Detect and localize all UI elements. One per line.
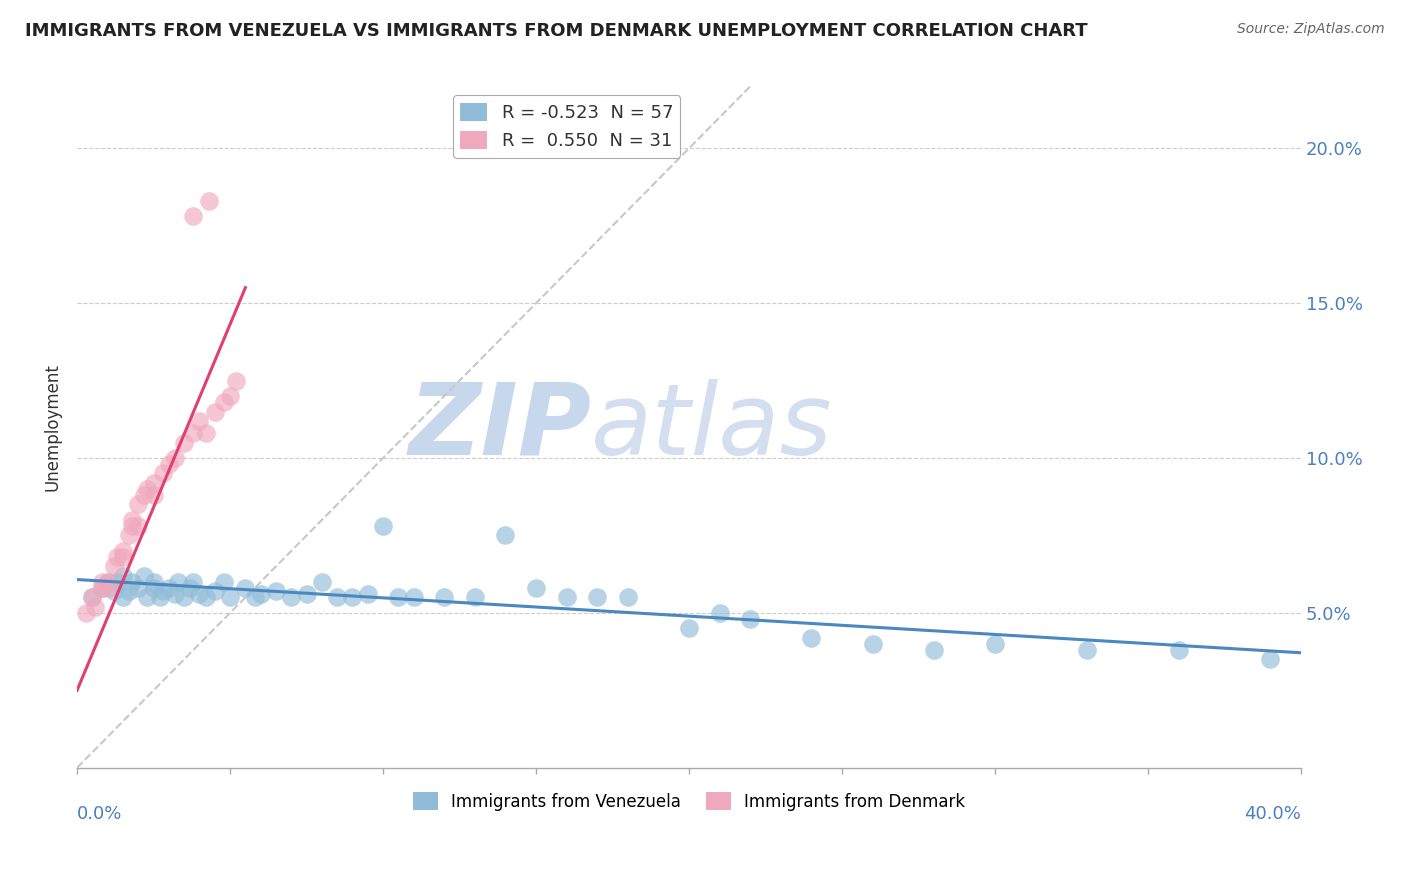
Point [243,591,266,605]
Point [617,591,640,605]
Point [183,426,205,441]
Point [249,587,271,601]
Point [152,467,174,481]
Point [1167,643,1189,657]
Point [197,194,219,208]
Point [524,581,547,595]
Point [212,574,235,589]
Point [173,591,195,605]
Point [295,587,318,601]
Point [387,591,409,605]
Point [586,591,609,605]
Point [495,528,517,542]
Point [678,621,700,635]
Point [357,587,380,601]
Point [235,581,257,595]
Point [1076,643,1098,657]
Point [167,574,190,589]
Point [280,591,302,605]
Point [152,584,174,599]
Text: Source: ZipAtlas.com: Source: ZipAtlas.com [1237,22,1385,37]
Point [163,450,186,465]
Text: ZIP: ZIP [408,378,591,475]
Point [149,591,172,605]
Point [111,550,134,565]
Point [204,584,226,599]
Point [127,581,149,595]
Point [134,488,156,502]
Point [90,581,112,595]
Point [111,544,134,558]
Point [105,574,128,589]
Point [111,568,134,582]
Point [311,574,333,589]
Point [142,581,165,595]
Point [90,581,112,595]
Point [219,591,242,605]
Point [464,591,486,605]
Point [82,591,104,605]
Point [142,574,165,589]
Point [163,587,186,601]
Point [555,591,578,605]
Point [103,559,125,574]
Point [127,519,149,533]
Point [121,574,143,589]
Point [183,574,205,589]
Point [740,612,762,626]
Legend: Immigrants from Venezuela, Immigrants from Denmark: Immigrants from Venezuela, Immigrants fr… [406,786,972,817]
Point [75,606,97,620]
Point [173,435,195,450]
Point [136,591,159,605]
Point [134,568,156,582]
Text: 40.0%: 40.0% [1244,805,1301,823]
Point [922,643,945,657]
Text: atlas: atlas [591,378,832,475]
Point [157,457,180,471]
Point [194,591,217,605]
Point [264,584,287,599]
Text: IMMIGRANTS FROM VENEZUELA VS IMMIGRANTS FROM DENMARK UNEMPLOYMENT CORRELATION CH: IMMIGRANTS FROM VENEZUELA VS IMMIGRANTS … [25,22,1088,40]
Point [219,389,242,403]
Y-axis label: Unemployment: Unemployment [44,363,60,491]
Point [121,513,143,527]
Point [225,374,247,388]
Point [136,482,159,496]
Point [709,606,731,620]
Point [118,528,141,542]
Point [984,637,1007,651]
Point [342,591,364,605]
Point [97,574,120,589]
Point [118,584,141,599]
Point [111,591,134,605]
Point [862,637,884,651]
Point [188,414,211,428]
Point [433,591,456,605]
Point [326,591,349,605]
Point [82,591,104,605]
Point [157,581,180,595]
Point [90,574,112,589]
Point [188,587,211,601]
Point [194,426,217,441]
Point [402,591,425,605]
Point [371,519,394,533]
Point [142,475,165,490]
Point [103,584,125,599]
Point [183,210,205,224]
Point [204,404,226,418]
Point [142,488,165,502]
Text: 0.0%: 0.0% [77,805,122,823]
Point [97,574,120,589]
Point [105,550,128,565]
Point [179,581,201,595]
Point [97,581,120,595]
Point [127,498,149,512]
Point [84,599,107,614]
Point [800,631,823,645]
Point [1260,652,1282,666]
Point [212,395,235,409]
Point [121,519,143,533]
